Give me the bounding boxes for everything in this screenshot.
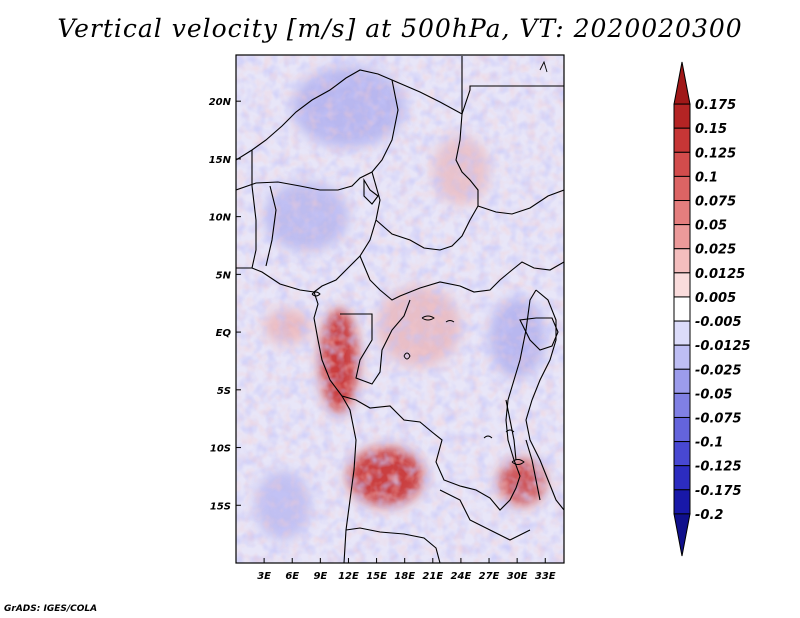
colorbar-segment [673, 392, 691, 418]
colorbar: 0.175 0.15 0.125 0.1 0.075 0.05 0.025 0.0125 0.0… [673, 61, 751, 557]
colorbar-label: -0.175 [695, 484, 742, 499]
x-tick-label: 24E [451, 571, 472, 582]
border-egypt-sudan [461, 85, 564, 115]
colorbar-segment [673, 465, 691, 491]
field-texture-positive [236, 55, 564, 563]
colorbar-segment [673, 441, 691, 467]
lake-tanganyika [505, 399, 517, 461]
colorbar-segment [673, 513, 691, 557]
chart-title: Vertical velocity [m/s] at 500hPa, VT: 2… [57, 14, 743, 43]
colorbar-segment [673, 127, 691, 153]
country-boundaries [236, 56, 564, 563]
x-tick-label: 3E [257, 571, 271, 582]
y-tick-label: 5S [217, 386, 231, 397]
x-tick-label: 27E [479, 571, 500, 582]
colorbar-label: 0.125 [695, 146, 736, 161]
border-angola-drc-zambia [341, 289, 537, 511]
colorbar-segment [673, 61, 691, 105]
colorbar-label: -0.0125 [695, 339, 751, 354]
colorbar-segment [673, 296, 691, 322]
x-tick-label: 15E [366, 571, 387, 582]
border-namibia [345, 527, 441, 563]
x-tick-label: 30E [507, 571, 528, 582]
lake-chad [363, 178, 379, 205]
border-benin-togo [265, 185, 277, 267]
colorbar-segment [673, 416, 691, 443]
atlantic-coastline [236, 267, 357, 563]
colorbar-segment [673, 272, 691, 298]
grads-credit: GrADS: IGES/COLA [4, 604, 98, 614]
y-tick-label: 15N [209, 155, 232, 166]
border-chad-sudan [375, 113, 479, 251]
y-axis-ticks: 20N 15N 10N 5N EQ 5S 10S 15S [209, 97, 241, 512]
colorbar-segment [673, 103, 691, 129]
lake-victoria [519, 317, 559, 351]
colorbar-label: -0.075 [695, 411, 742, 426]
colorbar-label: -0.05 [695, 387, 732, 402]
colorbar-label: 0.075 [695, 195, 736, 210]
map-field [236, 55, 564, 563]
border-west-africa [251, 150, 257, 269]
x-axis-ticks: 3E 6E 9E 12E 15E 18E 21E 24E 27E 30E 33E [257, 558, 556, 582]
y-tick-label: 10S [210, 444, 231, 455]
lake-malawi [525, 439, 541, 501]
contour-marks [311, 60, 548, 465]
colorbar-label: 0.15 [695, 122, 727, 137]
x-tick-label: 18E [394, 571, 415, 582]
colorbar-segment [673, 175, 691, 202]
x-tick-label: 12E [338, 571, 359, 582]
border-nigeria-cameroon [313, 171, 381, 293]
colorbar-label: 0.1 [695, 170, 718, 185]
colorbar-label: 0.0125 [695, 267, 745, 282]
border-east-africa [525, 289, 564, 511]
border-libya-chad [391, 56, 463, 115]
x-tick-label: 21E [422, 571, 443, 582]
colorbar-label: -0.025 [695, 363, 742, 378]
y-tick-label: EQ [216, 328, 232, 339]
y-tick-label: 20N [209, 97, 232, 108]
colorbar-segment [673, 151, 691, 177]
colorbar-label: -0.005 [695, 315, 742, 330]
colorbar-segment [673, 200, 691, 226]
border-car-south-sudan [359, 255, 564, 301]
border-botswana-zimbabwe [439, 489, 531, 541]
x-tick-label: 33E [535, 571, 556, 582]
colorbar-segment [673, 320, 691, 346]
colorbar-segment [673, 489, 691, 515]
colorbar-segment [673, 344, 691, 370]
colorbar-label: 0.005 [695, 291, 736, 306]
small-contours [311, 60, 548, 465]
colorbar-label: 0.05 [695, 219, 727, 234]
y-tick-label: 10N [209, 213, 232, 224]
border-niger-mali [236, 69, 399, 191]
border-gabon-congo [340, 299, 411, 385]
border-sudan-ethiopia [477, 189, 564, 215]
y-tick-label: 5N [216, 270, 232, 281]
colorbar-segment [673, 224, 691, 250]
x-tick-label: 6E [285, 571, 299, 582]
y-tick-label: 15S [210, 501, 231, 512]
colorbar-label: -0.125 [695, 460, 742, 475]
colorbar-segment [673, 368, 691, 394]
x-tick-label: 9E [313, 571, 327, 582]
colorbar-label: 0.175 [695, 98, 736, 113]
colorbar-label: 0.025 [695, 243, 736, 258]
map-frame [235, 54, 565, 564]
colorbar-label: -0.1 [695, 436, 723, 451]
colorbar-segment [673, 248, 691, 274]
colorbar-label: -0.2 [695, 508, 723, 523]
